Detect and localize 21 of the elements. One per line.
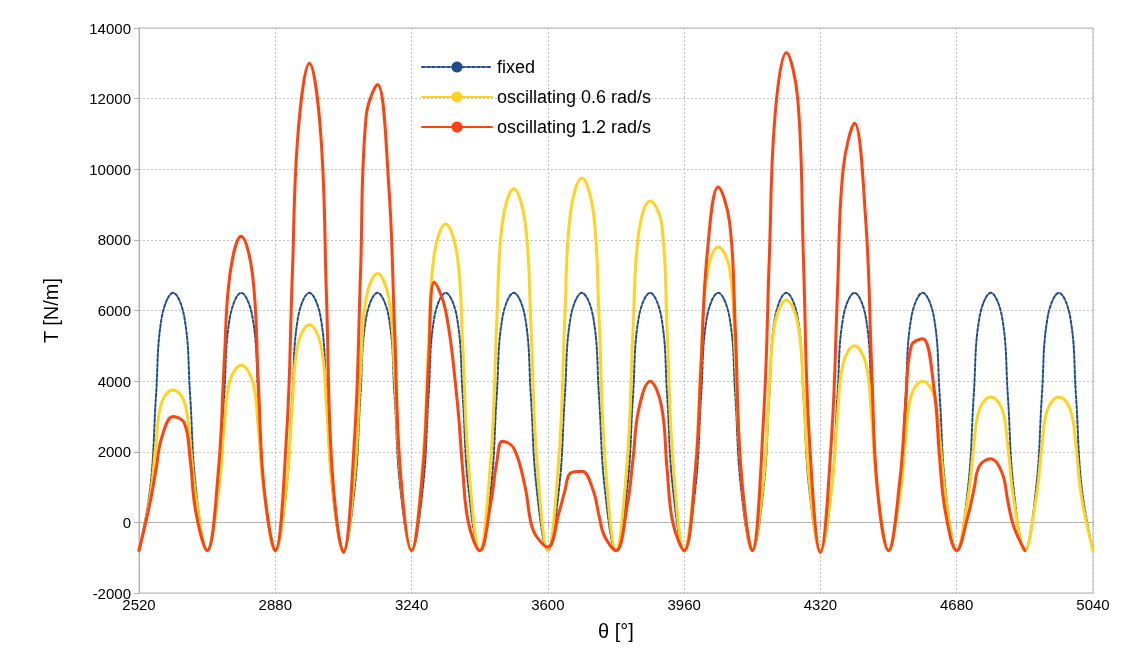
x-tick-label: 3960	[667, 596, 701, 613]
x-tick-label: 2880	[258, 596, 292, 613]
x-tick-label: 3240	[394, 596, 429, 613]
y-tick-label: 0	[122, 513, 131, 531]
line-series	[137, 51, 1027, 554]
y-tick-label: 10000	[89, 160, 131, 178]
y-axis-title: T [N/m]	[40, 277, 62, 344]
x-tick-label: 4680	[940, 596, 974, 613]
y-tick-label: 4000	[97, 372, 131, 390]
y-tick-label: 2000	[97, 443, 131, 461]
x-axis-title: θ [°]	[598, 620, 634, 642]
x-tick-label: 5040	[1076, 596, 1110, 613]
x-tick-label: 3600	[531, 596, 565, 613]
legend-label: oscillating 0.6 rad/s	[497, 87, 652, 107]
y-tick-label: 12000	[89, 90, 131, 108]
y-tick-label: 6000	[97, 302, 131, 319]
y-tick-label: 14000	[89, 19, 131, 37]
x-tick-label: 4320	[803, 596, 838, 613]
legend-label: oscillating 1.2 rad/s	[497, 117, 652, 137]
legend-label: fixed	[497, 57, 536, 77]
y-tick-label: 8000	[97, 231, 131, 249]
